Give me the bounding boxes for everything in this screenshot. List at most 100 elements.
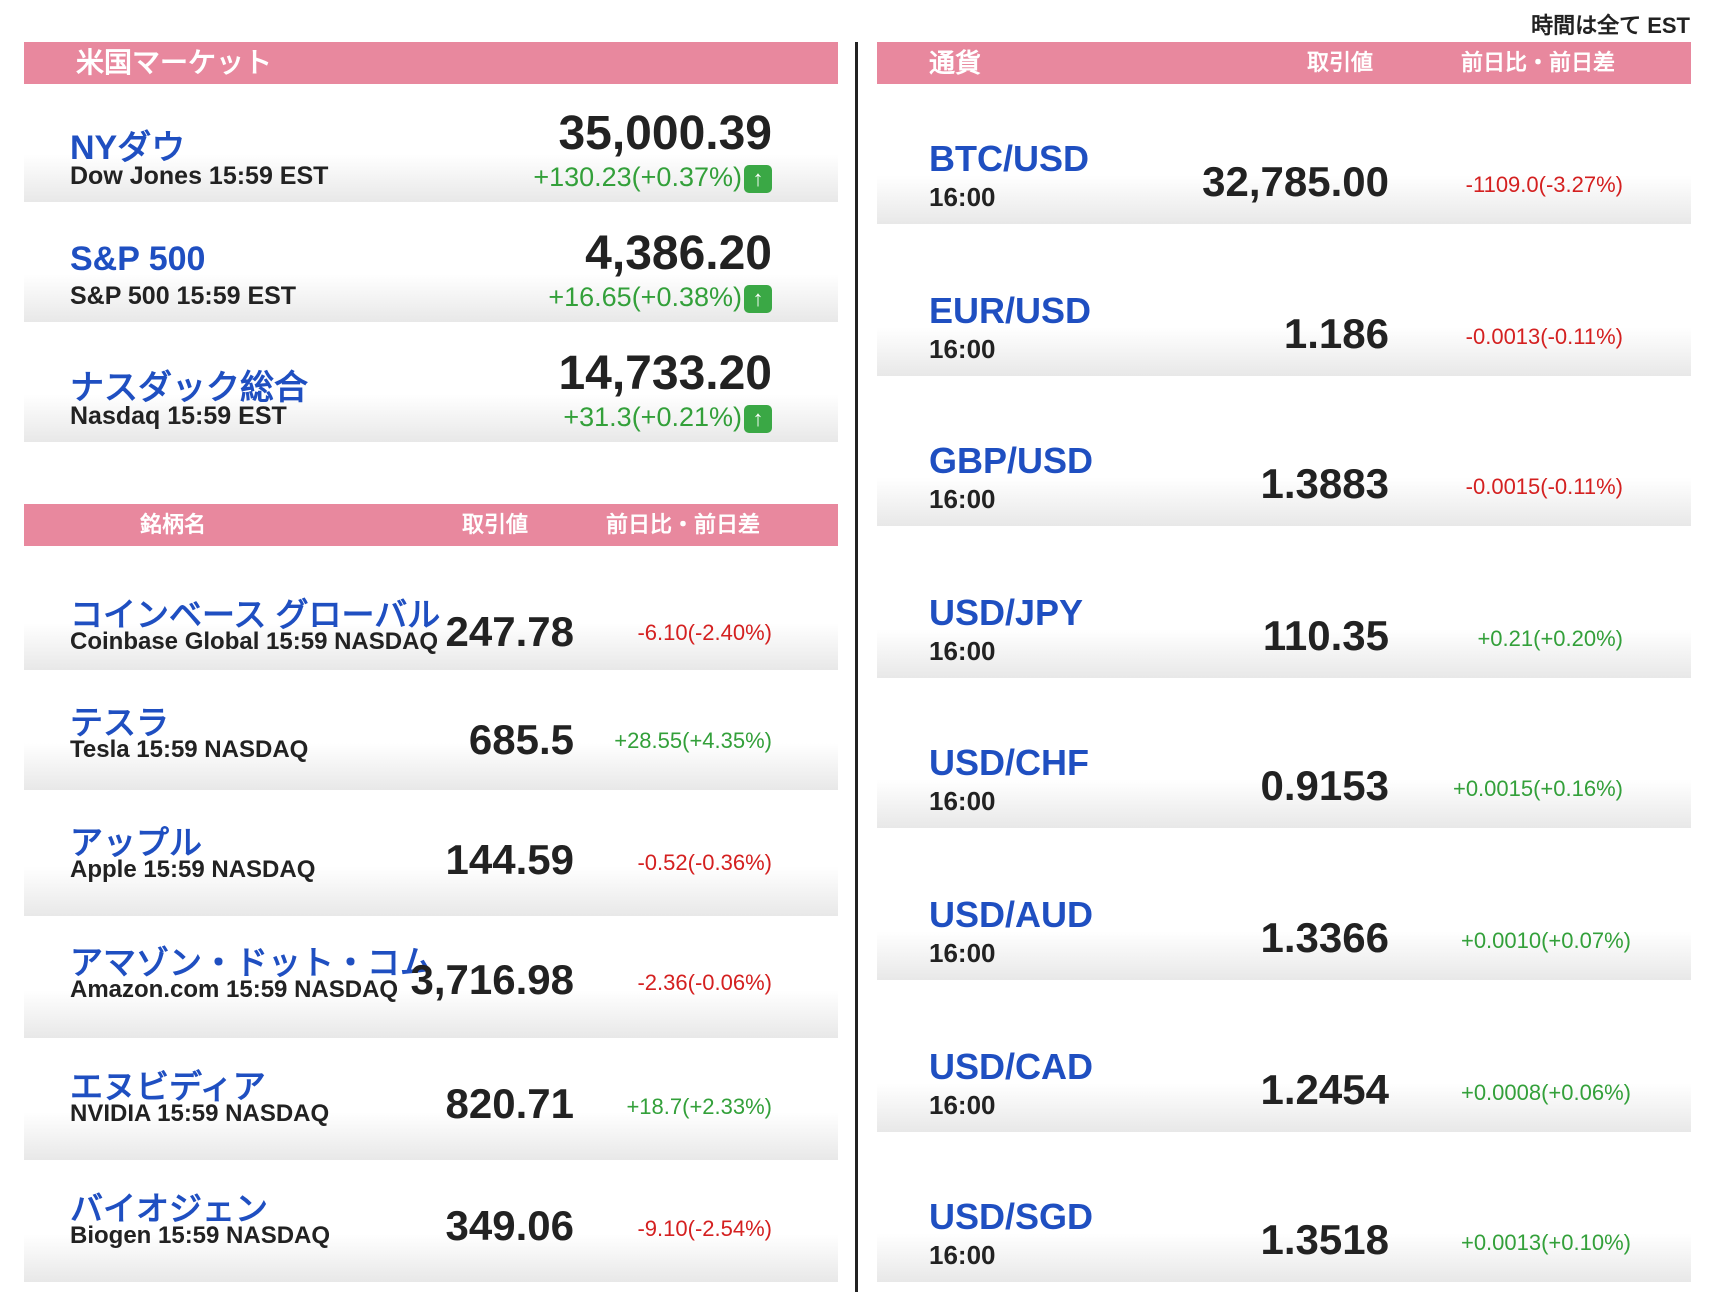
- fx-price: 32,785.00: [1202, 158, 1389, 205]
- index-row-nasdaq[interactable]: ナスダック総合 Nasdaq 15:59 EST 14,733.20 +31.3…: [24, 336, 838, 442]
- fx-time: 16:00: [929, 334, 996, 364]
- currency-panel: 通貨 取引値 前日比・前日差 BTC/USD 16:00 32,785.00 -…: [877, 42, 1691, 1282]
- stock-change: -9.10(-2.54%): [637, 1216, 772, 1241]
- stock-row-amazon[interactable]: アマゾン・ドット・コム Amazon.com 15:59 NASDAQ 3,71…: [24, 932, 838, 1038]
- stock-name: テスラ: [70, 704, 169, 741]
- stock-row-tesla[interactable]: テスラ Tesla 15:59 NASDAQ 685.5 +28.55(+4.3…: [24, 686, 838, 790]
- fx-pair: USD/JPY: [929, 592, 1084, 633]
- stock-row-apple[interactable]: アップル Apple 15:59 NASDAQ 144.59 -0.52(-0.…: [24, 806, 838, 916]
- fx-price: 0.9153: [1260, 762, 1389, 809]
- fx-price: 110.35: [1262, 612, 1389, 659]
- fx-pair: BTC/USD: [929, 138, 1089, 179]
- stock-price: 820.71: [445, 1080, 574, 1127]
- fx-change: +0.0008(+0.06%): [1460, 1080, 1631, 1105]
- stock-sub: Amazon.com 15:59 NASDAQ: [70, 976, 399, 1003]
- index-row-dow[interactable]: NYダウ Dow Jones 15:59 EST 35,000.39 +130.…: [24, 96, 838, 202]
- fx-time: 16:00: [929, 182, 996, 212]
- stock-sub: Biogen 15:59 NASDAQ: [70, 1222, 331, 1249]
- index-change: +31.3(+0.21%) ↑: [563, 402, 772, 433]
- fx-change: -0.0013(-0.11%): [1465, 324, 1623, 349]
- fx-row-usdcad[interactable]: USD/CAD 16:00 1.2454 +0.0008(+0.06%): [877, 1024, 1691, 1132]
- us-market-title: 米国マーケット: [76, 47, 273, 78]
- stock-name: アップル: [70, 824, 202, 861]
- stock-name: コインベース グローバル: [70, 596, 441, 633]
- us-market-panel: 米国マーケット NYダウ Dow Jones 15:59 EST 35,000.…: [24, 42, 838, 442]
- fx-row-gbpusd[interactable]: GBP/USD 16:00 1.3883 -0.0015(-0.11%): [877, 418, 1691, 526]
- currency-header: 通貨 取引値 前日比・前日差: [877, 42, 1691, 84]
- index-name: ナスダック総合: [70, 369, 308, 407]
- fx-price: 1.2454: [1260, 1066, 1389, 1113]
- stocks-col-change: 前日比・前日差: [606, 512, 761, 537]
- fx-pair: USD/CAD: [929, 1046, 1094, 1087]
- stock-change: +28.55(+4.35%): [614, 728, 772, 753]
- fx-time: 16:00: [929, 786, 996, 816]
- stock-name: アマゾン・ドット・コム: [70, 944, 433, 981]
- us-market-header: 米国マーケット: [24, 42, 838, 84]
- stock-name: エヌビディア: [70, 1068, 266, 1105]
- stock-price: 144.59: [445, 836, 574, 883]
- index-change: +16.65(+0.38%) ↑: [548, 282, 772, 313]
- stocks-col-price: 取引値: [462, 512, 529, 537]
- index-row-sp500[interactable]: S&P 500 S&P 500 15:59 EST 4,386.20 +16.6…: [24, 216, 838, 322]
- index-change: +130.23(+0.37%) ↑: [533, 162, 772, 193]
- fx-change: -1109.0(-3.27%): [1465, 172, 1623, 197]
- stock-price: 685.5: [468, 716, 574, 763]
- fx-time: 16:00: [929, 484, 996, 514]
- stock-change: -6.10(-2.40%): [637, 620, 772, 645]
- fx-pair: EUR/USD: [929, 290, 1092, 331]
- fx-change: +0.0010(+0.07%): [1460, 928, 1631, 953]
- fx-change: +0.0013(+0.10%): [1460, 1230, 1631, 1255]
- index-price: 14,733.20: [558, 347, 772, 400]
- stock-row-biogen[interactable]: バイオジェン Biogen 15:59 NASDAQ 349.06 -9.10(…: [24, 1176, 838, 1282]
- stock-price: 247.78: [445, 608, 574, 655]
- stock-sub: Coinbase Global 15:59 NASDAQ: [70, 628, 439, 655]
- stocks-col-name: 銘柄名: [140, 512, 207, 537]
- timezone-note: 時間は全て EST: [1531, 13, 1690, 38]
- stock-change: -0.52(-0.36%): [637, 850, 772, 875]
- fx-time: 16:00: [929, 1090, 996, 1120]
- fx-change: -0.0015(-0.11%): [1465, 474, 1623, 499]
- fx-change: +0.0015(+0.16%): [1452, 776, 1623, 801]
- fx-row-usdjpy[interactable]: USD/JPY 16:00 110.35 +0.21(+0.20%): [877, 570, 1691, 678]
- fx-price: 1.3518: [1260, 1216, 1389, 1263]
- fx-row-eurusd[interactable]: EUR/USD 16:00 1.186 -0.0013(-0.11%): [877, 268, 1691, 376]
- fx-row-usdchf[interactable]: USD/CHF 16:00 0.9153 +0.0015(+0.16%): [877, 720, 1691, 828]
- stock-row-coinbase[interactable]: コインベース グローバル Coinbase Global 15:59 NASDA…: [24, 566, 838, 670]
- stock-price: 3,716.98: [410, 956, 575, 1003]
- stocks-panel: 銘柄名 取引値 前日比・前日差 コインベース グローバル Coinbase Gl…: [24, 504, 838, 1284]
- fx-change: +0.21(+0.20%): [1477, 626, 1623, 651]
- fx-price: 1.3366: [1260, 914, 1389, 961]
- fx-pair: USD/SGD: [929, 1196, 1094, 1237]
- index-price: 35,000.39: [558, 107, 772, 160]
- stock-name: バイオジェン: [70, 1190, 268, 1227]
- fx-row-btcusd[interactable]: BTC/USD 16:00 32,785.00 -1109.0(-3.27%): [877, 116, 1691, 224]
- index-change-text: +31.3(+0.21%): [563, 402, 742, 432]
- stock-sub: Apple 15:59 NASDAQ: [70, 856, 316, 883]
- currency-col-change: 前日比・前日差: [1461, 50, 1616, 75]
- fx-pair: GBP/USD: [929, 440, 1094, 481]
- fx-row-usdaud[interactable]: USD/AUD 16:00 1.3366 +0.0010(+0.07%): [877, 872, 1691, 980]
- currency-col-pair: 通貨: [929, 48, 982, 78]
- stocks-header: 銘柄名 取引値 前日比・前日差: [24, 504, 838, 546]
- stock-change: -2.36(-0.06%): [637, 970, 772, 995]
- arrow-up-icon: ↑: [744, 404, 772, 433]
- index-change-text: +16.65(+0.38%): [548, 282, 742, 312]
- fx-row-usdsgd[interactable]: USD/SGD 16:00 1.3518 +0.0013(+0.10%): [877, 1174, 1691, 1282]
- fx-pair: USD/AUD: [929, 894, 1094, 935]
- column-divider: [855, 42, 858, 1292]
- index-sub: Dow Jones 15:59 EST: [70, 162, 329, 190]
- fx-price: 1.3883: [1260, 460, 1389, 507]
- fx-time: 16:00: [929, 1240, 996, 1270]
- stock-row-nvidia[interactable]: エヌビディア NVIDIA 15:59 NASDAQ 820.71 +18.7(…: [24, 1054, 838, 1160]
- index-change-text: +130.23(+0.37%): [533, 162, 742, 192]
- fx-time: 16:00: [929, 938, 996, 968]
- stock-change: +18.7(+2.33%): [626, 1094, 772, 1119]
- index-sub: S&P 500 15:59 EST: [70, 282, 297, 310]
- arrow-up-icon: ↑: [744, 164, 772, 193]
- fx-pair: USD/CHF: [929, 742, 1089, 783]
- fx-time: 16:00: [929, 636, 996, 666]
- stock-sub: Tesla 15:59 NASDAQ: [70, 736, 309, 763]
- stock-price: 349.06: [445, 1202, 574, 1249]
- currency-col-price: 取引値: [1307, 50, 1374, 75]
- arrow-up-icon: ↑: [744, 284, 772, 313]
